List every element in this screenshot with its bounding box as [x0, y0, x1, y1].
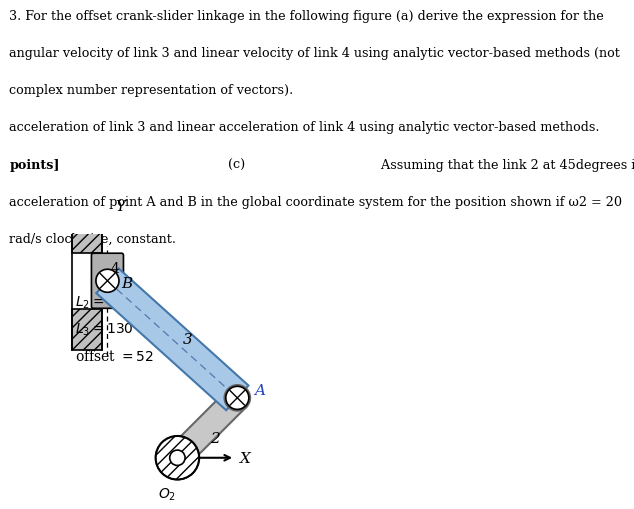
Text: 4: 4 [111, 262, 120, 275]
Text: $L_2 = 63$
$L_3 = 130$
offset $= 52$: $L_2 = 63$ $L_3 = 130$ offset $= 52$ [75, 294, 154, 363]
Circle shape [96, 270, 119, 293]
Text: complex number representation of vectors).: complex number representation of vectors… [10, 84, 298, 97]
Text: (c): (c) [224, 158, 249, 171]
Text: A: A [254, 383, 265, 398]
Polygon shape [169, 389, 247, 467]
Polygon shape [96, 269, 249, 410]
Bar [72, 212, 102, 253]
Text: $O_2$: $O_2$ [158, 486, 176, 502]
Text: acceleration of link 3 and linear acceleration of link 4 using analytic vector-b: acceleration of link 3 and linear accele… [10, 121, 604, 134]
Text: 2: 2 [210, 431, 220, 445]
Text: B: B [122, 277, 133, 291]
Text: Y: Y [115, 200, 126, 213]
Text: 3. For the offset crank-slider linkage in the following figure (a) derive the ex: 3. For the offset crank-slider linkage i… [10, 10, 604, 23]
Text: points]: points] [10, 158, 60, 171]
Text: rad/s clockwise, constant.: rad/s clockwise, constant. [10, 232, 181, 245]
Circle shape [224, 385, 250, 411]
Text: X: X [240, 451, 251, 465]
Circle shape [170, 450, 185, 466]
Bar [72, 309, 102, 350]
Text: 3: 3 [183, 333, 193, 347]
Text: Assuming that the link 2 at 45degrees in the global XY coordinate system, find t: Assuming that the link 2 at 45degrees in… [377, 158, 634, 171]
Circle shape [165, 445, 190, 471]
Circle shape [155, 436, 199, 479]
Text: acceleration of point A and B in the global coordinate system for the position s: acceleration of point A and B in the glo… [10, 195, 623, 208]
Circle shape [226, 386, 249, 410]
FancyBboxPatch shape [91, 253, 124, 308]
Text: angular velocity of link 3 and linear velocity of link 4 using analytic vector-b: angular velocity of link 3 and linear ve… [10, 47, 620, 60]
